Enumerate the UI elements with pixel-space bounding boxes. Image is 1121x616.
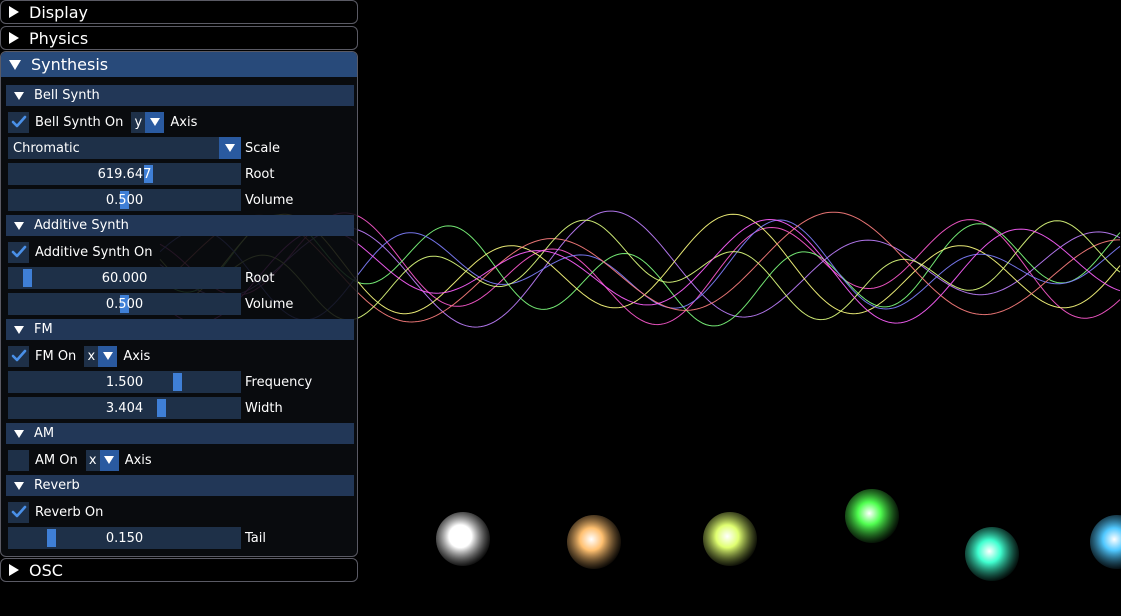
chevron-down-icon bbox=[98, 345, 118, 367]
sphere bbox=[436, 512, 490, 566]
fm-frequency-value: 1.500 bbox=[105, 374, 144, 390]
am-on-row: AM On x Axis bbox=[8, 449, 152, 471]
collapse-arrow-icon bbox=[14, 481, 24, 490]
additive-synth-volume-label: Volume bbox=[245, 296, 294, 312]
bell-synth-volume-slider[interactable]: 0.500 bbox=[8, 189, 241, 211]
fm-on-checkbox[interactable] bbox=[8, 345, 29, 367]
section-bell-synth-label: Bell Synth bbox=[34, 88, 100, 103]
am-on-label: AM On bbox=[35, 452, 78, 468]
bell-synth-on-row: Bell Synth On y Axis bbox=[8, 111, 197, 133]
panel-synthesis-label: Synthesis bbox=[31, 55, 109, 74]
checkmark-icon bbox=[11, 245, 26, 258]
bell-synth-axis-label: Axis bbox=[170, 114, 198, 130]
sphere bbox=[1090, 515, 1121, 569]
reverb-on-row: Reverb On bbox=[8, 501, 103, 523]
section-am[interactable]: AM bbox=[6, 423, 354, 444]
bell-synth-root-value: 619.647 bbox=[97, 166, 152, 182]
section-bell-synth[interactable]: Bell Synth bbox=[6, 85, 354, 106]
panel-display[interactable]: Display bbox=[0, 0, 358, 24]
bell-synth-scale-label: Scale bbox=[245, 140, 280, 156]
collapse-arrow-icon bbox=[14, 325, 24, 334]
checkmark-icon bbox=[11, 115, 26, 128]
bell-synth-axis-value: y bbox=[134, 114, 143, 130]
fm-width-value: 3.404 bbox=[105, 400, 144, 416]
sphere bbox=[703, 512, 757, 566]
section-reverb[interactable]: Reverb bbox=[6, 475, 354, 496]
expand-arrow-icon bbox=[9, 6, 19, 18]
section-additive-synth[interactable]: Additive Synth bbox=[6, 215, 354, 236]
sphere bbox=[567, 515, 621, 569]
bell-synth-on-checkbox[interactable] bbox=[8, 111, 29, 133]
bell-synth-scale-select[interactable]: Chromatic bbox=[8, 137, 241, 159]
bell-synth-on-label: Bell Synth On bbox=[35, 114, 124, 130]
reverb-tail-label: Tail bbox=[245, 530, 266, 546]
bell-synth-axis-select[interactable]: y bbox=[131, 111, 165, 133]
collapse-arrow-icon bbox=[9, 59, 21, 70]
bell-synth-scale-value: Chromatic bbox=[13, 140, 80, 156]
bell-synth-root-slider[interactable]: 619.647 bbox=[8, 163, 241, 185]
bell-synth-volume-label: Volume bbox=[245, 192, 294, 208]
section-reverb-label: Reverb bbox=[34, 478, 80, 493]
collapse-arrow-icon bbox=[14, 91, 24, 100]
additive-synth-root-slider[interactable]: 60.000 bbox=[8, 267, 241, 289]
panel-display-label: Display bbox=[29, 2, 88, 22]
reverb-on-label: Reverb On bbox=[35, 504, 104, 520]
fm-frequency-label: Frequency bbox=[245, 374, 313, 390]
collapse-arrow-icon bbox=[14, 221, 24, 230]
slider-grab[interactable] bbox=[120, 295, 129, 313]
section-fm[interactable]: FM bbox=[6, 319, 354, 340]
slider-grab[interactable] bbox=[172, 373, 182, 391]
reverb-tail-value: 0.150 bbox=[105, 530, 144, 546]
panel-physics[interactable]: Physics bbox=[0, 26, 358, 50]
slider-grab[interactable] bbox=[144, 165, 154, 183]
panel-osc-label: OSC bbox=[29, 560, 63, 580]
checkmark-icon bbox=[11, 349, 26, 362]
reverb-on-checkbox[interactable] bbox=[8, 501, 29, 523]
am-axis-select[interactable]: x bbox=[85, 449, 119, 471]
expand-arrow-icon bbox=[9, 564, 19, 576]
panel-osc[interactable]: OSC bbox=[0, 558, 358, 582]
fm-frequency-slider[interactable]: 1.500 bbox=[8, 371, 241, 393]
chevron-down-icon bbox=[219, 137, 241, 159]
collapse-arrow-icon bbox=[14, 429, 24, 438]
section-fm-label: FM bbox=[34, 322, 53, 337]
am-on-checkbox[interactable] bbox=[8, 449, 29, 471]
additive-synth-volume-value: 0.500 bbox=[105, 296, 144, 312]
slider-grab[interactable] bbox=[120, 191, 129, 209]
slider-grab[interactable] bbox=[157, 399, 167, 417]
am-axis-label: Axis bbox=[124, 452, 152, 468]
sphere bbox=[965, 527, 1019, 581]
expand-arrow-icon bbox=[9, 32, 19, 44]
additive-synth-on-checkbox[interactable] bbox=[8, 241, 29, 263]
fm-axis-select[interactable]: x bbox=[84, 345, 118, 367]
chevron-down-icon bbox=[145, 111, 165, 133]
bell-synth-volume-value: 0.500 bbox=[105, 192, 144, 208]
am-axis-value: x bbox=[88, 452, 97, 468]
additive-synth-volume-slider[interactable]: 0.500 bbox=[8, 293, 241, 315]
section-am-label: AM bbox=[34, 426, 55, 441]
chevron-down-icon bbox=[99, 449, 119, 471]
additive-synth-on-row: Additive Synth On bbox=[8, 241, 152, 263]
reverb-tail-slider[interactable]: 0.150 bbox=[8, 527, 241, 549]
fm-on-row: FM On x Axis bbox=[8, 345, 150, 367]
fm-width-slider[interactable]: 3.404 bbox=[8, 397, 241, 419]
panel-synthesis-header[interactable]: Synthesis bbox=[1, 52, 357, 77]
section-additive-synth-label: Additive Synth bbox=[34, 218, 129, 233]
checkmark-icon bbox=[11, 505, 26, 518]
additive-synth-root-label: Root bbox=[245, 270, 275, 286]
sphere bbox=[845, 489, 899, 543]
panel-synthesis: Synthesis Bell Synth Bell Synth On y Axi… bbox=[0, 51, 358, 557]
panel-physics-label: Physics bbox=[29, 28, 89, 48]
bell-synth-root-label: Root bbox=[245, 166, 275, 182]
additive-synth-root-value: 60.000 bbox=[101, 270, 148, 286]
fm-width-label: Width bbox=[245, 400, 283, 416]
slider-grab[interactable] bbox=[23, 269, 33, 287]
slider-grab[interactable] bbox=[47, 529, 57, 547]
additive-synth-on-label: Additive Synth On bbox=[35, 244, 153, 260]
fm-on-label: FM On bbox=[35, 348, 77, 364]
fm-axis-value: x bbox=[87, 348, 96, 364]
sphere-group bbox=[436, 489, 1121, 581]
fm-axis-label: Axis bbox=[123, 348, 151, 364]
